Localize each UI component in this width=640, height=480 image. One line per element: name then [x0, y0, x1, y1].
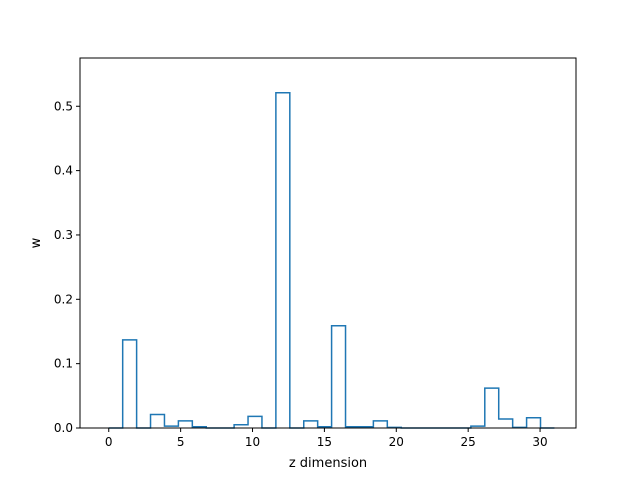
- x-tick-label: 25: [461, 435, 476, 449]
- plot-frame: [79, 57, 577, 429]
- y-tick-label: 0.4: [54, 164, 73, 178]
- y-tick-label: 0.2: [54, 292, 73, 306]
- y-tick-label: 0.5: [54, 99, 73, 113]
- x-tick-label: 20: [389, 435, 404, 449]
- x-tick-label: 10: [245, 435, 260, 449]
- y-axis-label: w: [29, 237, 44, 248]
- x-tick-label: 0: [105, 435, 113, 449]
- x-axis-label: z dimension: [289, 456, 367, 471]
- y-tick-label: 0.1: [54, 357, 73, 371]
- x-tick-label: 5: [177, 435, 185, 449]
- x-tick-label: 15: [317, 435, 332, 449]
- histogram-series-0: [108, 92, 555, 429]
- y-tick-label: 0.3: [54, 228, 73, 242]
- x-tick-label: 30: [532, 435, 547, 449]
- y-tick-label: 0.0: [54, 421, 73, 435]
